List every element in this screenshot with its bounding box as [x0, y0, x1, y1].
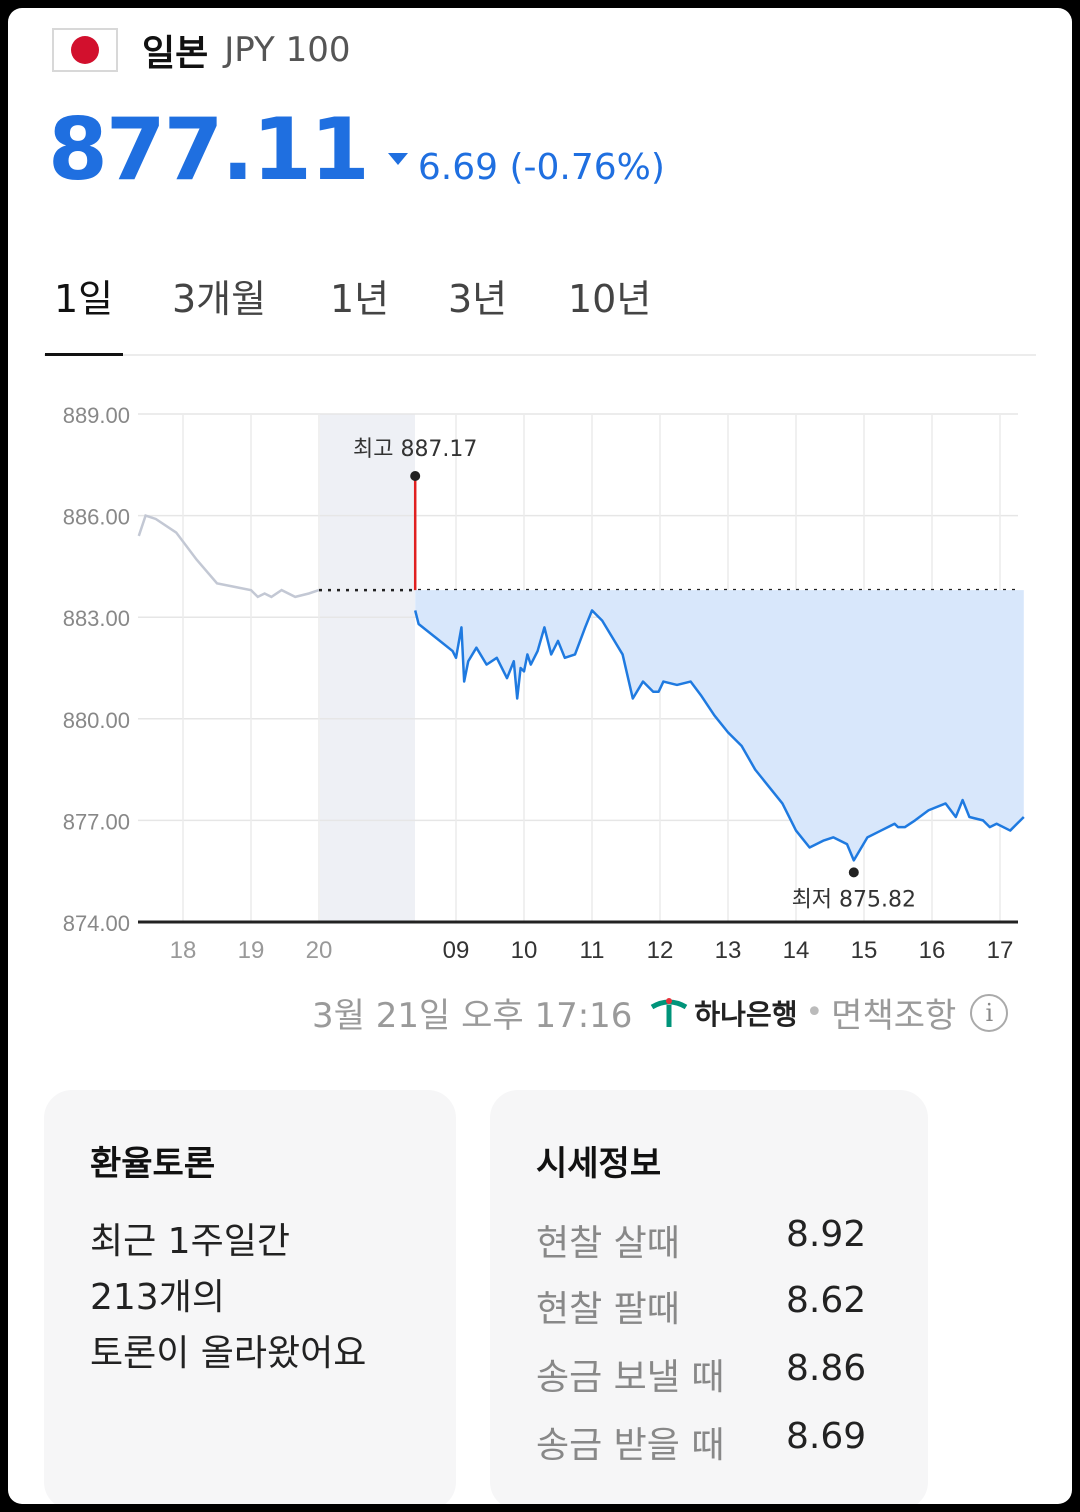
previous-day-line: [137, 514, 320, 599]
x-tick-label: 18: [170, 937, 197, 964]
low-marker-label: 최저 875.82: [792, 887, 916, 912]
rate-label: 송금 받을 때: [536, 1425, 725, 1466]
x-tick-label: 20: [306, 937, 333, 964]
y-axis-ticks: 889.00 886.00 883.00 880.00 877.00 874.00: [63, 403, 130, 936]
current-price: 877.11: [48, 100, 370, 200]
y-tick-label: 883.00: [63, 606, 130, 631]
high-marker-label: 최고 887.17: [353, 437, 477, 462]
rate-label: 현찰 살때: [536, 1223, 680, 1264]
rate-value: 8.62: [786, 1280, 867, 1321]
x-tick-label: 19: [238, 937, 265, 964]
low-marker-dot: [848, 867, 859, 878]
moon-icon: [382, 938, 393, 960]
disclaimer-link[interactable]: 면책조항: [831, 996, 957, 1036]
x-tick-label: 13: [715, 937, 742, 964]
exchange-rate-card: 일본 JPY 100 877.11 6.69 (-0.76%) 1일 3개월 1…: [8, 8, 1072, 1504]
x-tick-label: 11: [580, 937, 605, 964]
y-tick-label: 889.00: [63, 403, 130, 428]
x-tick-label: 15: [851, 937, 878, 964]
discussion-title: 환율토론: [90, 1144, 216, 1184]
hana-bank-symbol-icon: [651, 997, 688, 1027]
source-row: 3월 21일 오후 17:16 하나은행 • 면책조항 i: [312, 988, 1009, 1037]
rate-value: 8.86: [786, 1348, 867, 1389]
active-tab-indicator: [45, 353, 123, 356]
tab-1d[interactable]: 1일: [54, 277, 114, 321]
discussion-text-line: 최근 1주일간: [90, 1221, 290, 1262]
currency-header: 일본 JPY 100: [52, 20, 351, 80]
down-triangle-icon: [387, 153, 408, 165]
y-tick-label: 880.00: [63, 708, 130, 733]
tab-3m[interactable]: 3개월: [172, 277, 267, 321]
separator-dot: •: [805, 995, 824, 1030]
info-icon[interactable]: i: [970, 993, 1009, 1032]
update-timestamp: 3월 21일 오후 17:16: [312, 996, 633, 1036]
rate-info-title: 시세정보: [536, 1144, 662, 1184]
tab-10y[interactable]: 10년: [568, 277, 652, 321]
chart-grid: [138, 413, 1018, 924]
x-tick-label: 14: [783, 937, 810, 964]
rate-info-panel[interactable]: 시세정보 현찰 살때 8.92 현찰 팔때 8.62 송금 보낼 때 8.86 …: [490, 1090, 928, 1504]
night-session-band: [320, 414, 415, 922]
today-area-fill: [415, 590, 1024, 861]
x-tick-label: 16: [919, 937, 946, 964]
country-name: 일본: [142, 33, 209, 74]
price-change: 6.69 (-0.76%): [417, 147, 665, 188]
y-tick-label: 877.00: [63, 809, 130, 834]
rate-label: 현찰 팔때: [536, 1289, 680, 1330]
japan-flag-icon: [52, 28, 118, 72]
discussion-text-line: 213개의: [90, 1277, 225, 1318]
bank-name: 하나은행: [694, 997, 798, 1031]
x-tick-label: 17: [987, 937, 1014, 964]
quote-row: 877.11 6.69 (-0.76%): [48, 100, 665, 200]
x-axis-ticks: 18 19 20 09 10 11 12 13 14 15 16 17: [170, 937, 1014, 964]
chart-series: [137, 514, 1025, 862]
rate-label: 송금 보낼 때: [536, 1357, 725, 1398]
discussion-panel[interactable]: 환율토론 최근 1주일간 213개의 토론이 올라왔어요: [44, 1090, 456, 1504]
x-tick-label: 10: [511, 937, 538, 964]
tab-1y[interactable]: 1년: [330, 277, 390, 321]
rate-value: 8.69: [786, 1416, 867, 1457]
tab-3y[interactable]: 3년: [448, 277, 508, 321]
x-tick-label: 12: [647, 937, 674, 964]
y-tick-label: 886.00: [63, 505, 130, 530]
period-tabs: 1일 3개월 1년 3년 10년: [44, 262, 1036, 356]
rate-value: 8.92: [786, 1214, 867, 1255]
discussion-text-line: 토론이 올라왔어요: [90, 1333, 367, 1374]
chart-markers: 최고 887.17 최저 875.82: [353, 437, 916, 912]
today-line: [413, 609, 1025, 862]
high-marker-dot: [410, 470, 421, 481]
hana-bank-logo: 하나은행: [648, 993, 797, 1033]
x-tick-label: 09: [443, 937, 470, 964]
currency-code: JPY 100: [224, 30, 351, 70]
y-tick-label: 874.00: [63, 911, 130, 936]
